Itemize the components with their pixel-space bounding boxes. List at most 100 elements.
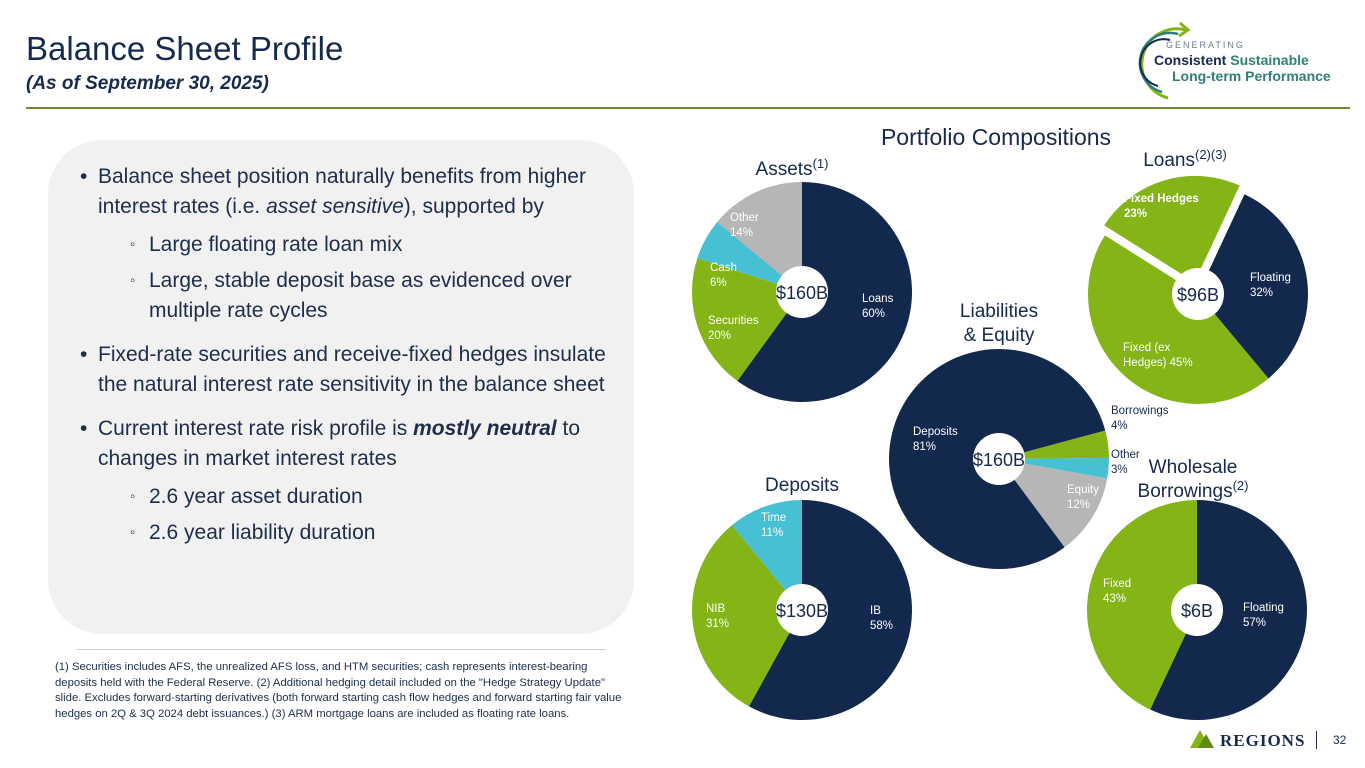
page-subtitle: (As of September 30, 2025): [26, 73, 269, 94]
liabilities-equity-label-equity: Equity: [1067, 484, 1099, 496]
footnote: (1) Securities includes AFS, the unreali…: [55, 661, 622, 720]
wholesale-borrowings-slice-floating: [1150, 500, 1307, 720]
loans-label-floating: Floating: [1250, 272, 1291, 284]
bullet-text: Fixed-rate securities and receive-fixed …: [98, 343, 606, 396]
tagline-line-1: Consistent Sustainable: [1154, 52, 1309, 68]
wholesale-borrowings-center-total: $6B: [1181, 601, 1213, 621]
liabilities-equity-slice-equity: [999, 459, 1108, 548]
header-divider: [26, 107, 1350, 109]
deposits-label-time: Time: [761, 512, 786, 524]
assets-center-total: $160B: [776, 283, 828, 303]
bullet-text: to changes in market interest rates: [98, 417, 581, 470]
section-title: Portfolio Compositions: [881, 124, 1111, 150]
sub-bullet-text: 2.6 year asset duration: [149, 485, 363, 508]
wholesale-borrowings-label-fixed: 43%: [1103, 593, 1126, 605]
assets-slice-securities: [692, 258, 802, 381]
tagline-consistent: Consistent: [1154, 52, 1227, 68]
deposits-label-nib: NIB: [706, 603, 726, 615]
liabilities-equity-center-hole: [973, 433, 1025, 485]
loans-slice-floating: [1198, 194, 1309, 379]
sub-bullet-item: ◦ 2.6 year liability duration: [80, 518, 620, 548]
loans-label-fixed-hedges: Fixed Hedges: [1124, 193, 1199, 205]
wholesale-borrowings-center-hole: [1171, 584, 1223, 636]
brand-divider: [1316, 731, 1317, 749]
brand-name: REGIONS: [1220, 731, 1306, 750]
assets-label-cash: 6%: [710, 277, 727, 289]
deposits-slice-ib: [749, 500, 912, 720]
loans-label-fixed-hedges: 23%: [1124, 208, 1147, 220]
liabilities-equity-title: & Equity: [964, 325, 1035, 346]
loans-center-hole: [1172, 268, 1224, 320]
sub-bullet-text: 2.6 year liability duration: [149, 521, 376, 544]
loans-slice-fixed-ex-hedges: [1087, 235, 1269, 405]
deposits-center-hole: [776, 584, 828, 636]
liabilities-equity-label-deposits: Deposits: [913, 426, 958, 438]
assets-label-other: 14%: [730, 227, 753, 239]
assets-label-cash: Cash: [710, 262, 737, 274]
sub-bullet-circle-icon: ◦: [130, 488, 136, 505]
assets-label-securities: Securities: [708, 315, 759, 327]
liabilities-equity-label-other: Other: [1111, 449, 1140, 461]
loans-label-floating: 32%: [1250, 287, 1273, 299]
liabilities-equity-label-equity: 12%: [1067, 499, 1090, 511]
wholesale-borrowings-title: Borrowings(2): [1138, 478, 1249, 502]
bullet-emphasis: asset sensitive: [266, 195, 404, 218]
deposits-label-ib: 58%: [870, 620, 893, 632]
wholesale-borrowings-title-footnote-ref: (2): [1233, 478, 1249, 493]
assets-slice-cash: [697, 221, 802, 292]
liabilities-equity-label-borrowings: Borrowings: [1111, 405, 1169, 417]
assets-center-hole: [776, 266, 828, 318]
bullet-text: Balance sheet position naturally benefit…: [98, 165, 586, 218]
wholesale-borrowings-label-floating: Floating: [1243, 602, 1284, 614]
assets-label-other: Other: [730, 212, 759, 224]
sub-bullet-item: ◦ Large, stable deposit base as evidence…: [80, 266, 620, 326]
sub-bullet-text: Large, stable deposit base as evidenced …: [149, 269, 572, 322]
bullet-emphasis: mostly neutral: [413, 417, 557, 440]
tagline-logo: GENERATING Consistent Sustainable Long-t…: [1128, 18, 1348, 104]
page-number: 32: [1333, 733, 1347, 747]
loans-title-footnote-ref: (2)(3): [1195, 147, 1227, 162]
bullet-item: • Balance sheet position naturally benef…: [80, 162, 620, 222]
bullet-dot-icon: •: [80, 343, 88, 366]
assets-label-loans: Loans: [862, 293, 894, 305]
sub-bullet-circle-icon: ◦: [130, 272, 136, 289]
wholesale-borrowings-label-fixed: Fixed: [1103, 578, 1131, 590]
bullet-text: ), supported by: [403, 195, 544, 218]
bullet-item: • Fixed-rate securities and receive-fixe…: [80, 340, 620, 400]
regions-logo: REGIONS: [1190, 728, 1350, 752]
sub-bullet-circle-icon: ◦: [130, 524, 136, 541]
assets-title-footnote-ref: (1): [813, 156, 829, 171]
sub-bullet-circle-icon: ◦: [130, 236, 136, 253]
assets-slice-other: [717, 182, 802, 292]
deposits-slice-nib: [692, 525, 802, 707]
summary-panel: [48, 140, 634, 634]
deposits-title: Deposits: [765, 475, 839, 496]
tagline-longterm: Long-term Performance: [1172, 68, 1331, 84]
liabilities-equity-label-other: 3%: [1111, 464, 1128, 476]
wholesale-borrowings-label-floating: 57%: [1243, 617, 1266, 629]
summary-bullets: • Balance sheet position naturally benef…: [80, 162, 620, 554]
loans-center-total: $96B: [1177, 285, 1219, 305]
assets-title: Assets(1): [756, 156, 829, 180]
pyramid-icon: [1190, 730, 1214, 748]
deposits-center-total: $130B: [776, 601, 828, 621]
page-title: Balance Sheet Profile: [26, 30, 344, 67]
tagline-swoosh-icon: [1138, 21, 1191, 100]
loans-label-fixed-ex-hedges: Hedges) 45%: [1123, 357, 1193, 369]
loans-label-fixed-ex-hedges: Fixed (ex: [1123, 342, 1171, 354]
loans-slice-fixed-hedges: [1100, 172, 1244, 287]
liabilities-equity-center-total: $160B: [973, 450, 1025, 470]
footnote-divider: [76, 649, 606, 650]
deposits-slice-time: [731, 500, 802, 610]
tagline-sustainable: Sustainable: [1230, 52, 1309, 68]
assets-label-loans: 60%: [862, 308, 885, 320]
deposits-label-nib: 31%: [706, 618, 729, 630]
bullet-dot-icon: •: [80, 417, 88, 440]
assets-label-securities: 20%: [708, 330, 731, 342]
bullet-text: Current interest rate risk profile is: [98, 417, 414, 440]
deposits-label-ib: IB: [870, 605, 881, 617]
wholesale-borrowings-slice-fixed: [1086, 500, 1197, 710]
liabilities-equity-label-deposits: 81%: [913, 441, 936, 453]
sub-bullet-item: ◦ Large floating rate loan mix: [80, 230, 620, 260]
